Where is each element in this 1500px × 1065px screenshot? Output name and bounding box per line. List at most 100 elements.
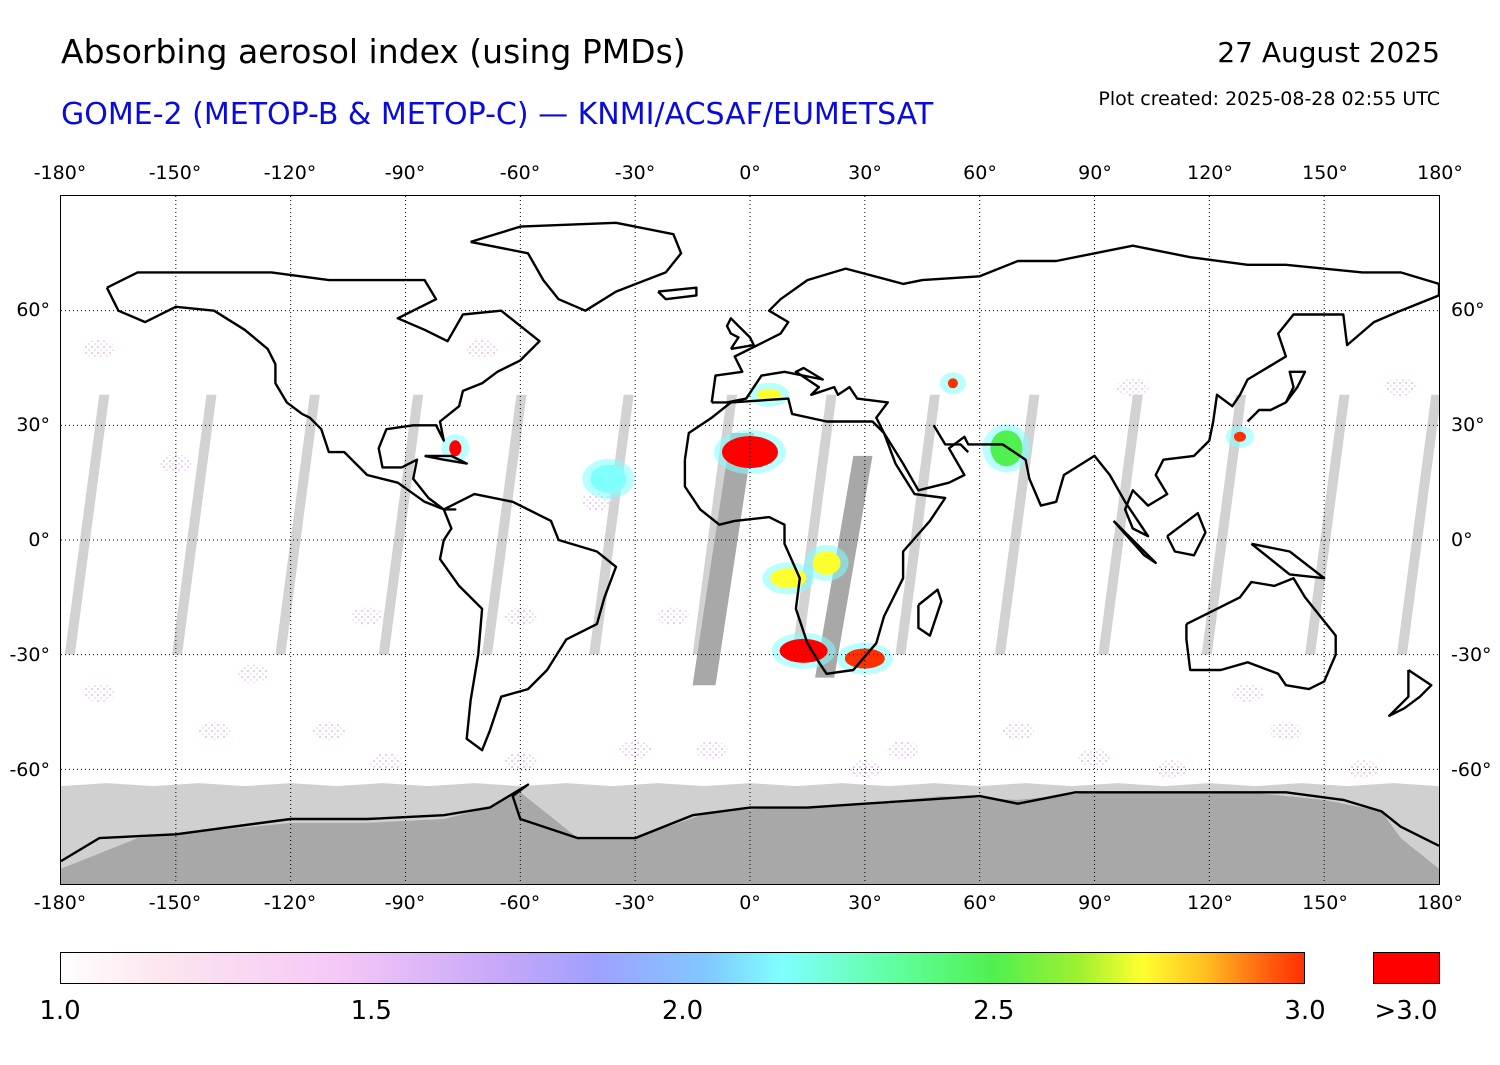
colorbar-over-range-box — [1373, 952, 1440, 984]
coastline-arabia-gulf — [932, 424, 970, 453]
orbit-gap — [1305, 394, 1350, 655]
orbit-gap — [1201, 394, 1247, 655]
lat-tick-label: 60° — [16, 299, 50, 321]
lon-tick-label: -60° — [499, 892, 541, 914]
orbit-gap — [378, 394, 424, 655]
low-aai-speckle — [466, 339, 499, 358]
low-aai-speckle — [848, 760, 881, 779]
low-aai-speckle — [159, 454, 192, 473]
low-aai-speckle — [887, 741, 920, 760]
lon-tick-label: -90° — [384, 892, 426, 914]
lat-tick-label: 30° — [1451, 414, 1485, 436]
low-aai-speckle — [695, 741, 728, 760]
low-aai-speckle — [198, 722, 231, 741]
low-aai-speckle — [351, 607, 384, 626]
lon-tick-label: 120° — [1187, 892, 1233, 914]
coastline-madagascar — [917, 588, 943, 637]
coastline-eurasia — [710, 244, 1439, 538]
coastline-new-guinea — [1250, 542, 1326, 580]
lon-tick-label: -180° — [33, 892, 87, 914]
orbit-gap — [1396, 394, 1439, 655]
lon-tick-label: -150° — [148, 162, 202, 184]
lon-tick-label: -180° — [33, 162, 87, 184]
colorbar-tick-label: 2.5 — [973, 996, 1015, 1026]
coastline-greenland — [470, 221, 683, 312]
coastline-north-america — [105, 271, 541, 511]
lon-tick-label: 180° — [1417, 162, 1463, 184]
coastline-south-america — [438, 492, 618, 752]
low-aai-speckle — [657, 607, 690, 626]
lat-tick-label: 0° — [1451, 529, 1473, 551]
colorbar-tick-label: 2.0 — [661, 996, 704, 1026]
lon-tick-label: 90° — [1078, 162, 1112, 184]
lon-tick-label: -60° — [499, 162, 541, 184]
map-subtitle: GOME-2 (METOP-B & METOP-C) — KNMI/ACSAF/… — [61, 97, 934, 132]
orbit-gap — [1098, 394, 1143, 655]
coastline-africa — [683, 397, 947, 675]
lon-tick-label: 120° — [1187, 162, 1233, 184]
orbit-gap — [172, 394, 217, 655]
map-canvas — [61, 196, 1439, 884]
lat-tick-label: -60° — [1451, 759, 1492, 781]
lon-tick-label: -30° — [614, 162, 656, 184]
aerosol-plume — [757, 388, 782, 401]
colorbar-tick-label: 1.5 — [350, 996, 392, 1026]
low-aai-speckle — [1346, 760, 1379, 779]
aerosol-plume — [844, 648, 885, 669]
lat-tick-label: -60° — [9, 759, 50, 781]
plot-created-stamp: Plot created: 2025-08-28 02:55 UTC — [1098, 88, 1440, 110]
aerosol-plume — [590, 464, 627, 493]
coastline-cuba — [424, 454, 468, 465]
lat-tick-label: 30° — [16, 414, 50, 436]
coastlines — [61, 221, 1439, 863]
coastline-australia — [1185, 577, 1337, 691]
lon-tick-label: -120° — [263, 162, 317, 184]
orbit-gap — [64, 394, 110, 655]
lon-tick-label: -30° — [614, 892, 656, 914]
lon-tick-label: 150° — [1302, 162, 1348, 184]
coastline-uk — [725, 317, 755, 351]
lon-tick-label: -90° — [384, 162, 426, 184]
coastline-new-zealand — [1388, 669, 1433, 717]
low-aai-speckle — [1155, 760, 1188, 779]
orbit-gap — [589, 394, 634, 655]
low-aai-speckle — [312, 722, 345, 741]
lon-tick-label: 150° — [1302, 892, 1348, 914]
orbit-gap — [895, 394, 940, 655]
low-aai-speckle — [1231, 683, 1264, 702]
coastline-iceland — [657, 286, 698, 301]
orbit-gap — [275, 394, 320, 655]
lon-tick-label: 0° — [739, 162, 761, 184]
low-aai-speckle — [83, 339, 116, 358]
low-aai-speckle — [619, 741, 652, 760]
colorbar-gradient — [60, 952, 1305, 984]
orbit-gap-swaths — [64, 394, 1439, 686]
low-aai-speckle — [1116, 378, 1149, 397]
coastline-antarctica-coast — [61, 783, 1439, 863]
lon-tick-label: 180° — [1417, 892, 1463, 914]
aerosol-plume — [812, 550, 841, 575]
aerosol-plume — [449, 440, 462, 457]
lon-tick-label: -120° — [263, 892, 317, 914]
colorbar-tick-label: 1.0 — [39, 996, 81, 1026]
graticule — [61, 196, 1439, 884]
lon-tick-label: 90° — [1078, 892, 1112, 914]
lat-tick-label: -30° — [9, 644, 50, 666]
low-aai-speckle — [1001, 722, 1034, 741]
lon-tick-label: 0° — [739, 892, 761, 914]
low-aai-speckle — [1269, 722, 1302, 741]
aerosol-plume — [1233, 431, 1246, 442]
orbit-gap-dark — [692, 432, 754, 686]
lon-tick-label: 60° — [963, 892, 997, 914]
low-aai-speckle — [236, 664, 269, 683]
aerosol-plume — [947, 378, 958, 389]
lon-tick-label: 60° — [963, 162, 997, 184]
low-aai-speckle — [1384, 378, 1417, 397]
orbit-gap — [482, 394, 527, 655]
coastline-borneo-sumatra — [1112, 520, 1157, 565]
colorbar-over-label: >3.0 — [1374, 996, 1438, 1026]
coastline-japan — [1246, 370, 1307, 423]
low-aai-speckle — [504, 752, 537, 771]
low-aai-speckle — [370, 752, 403, 771]
coastline-borneo — [1166, 512, 1207, 557]
